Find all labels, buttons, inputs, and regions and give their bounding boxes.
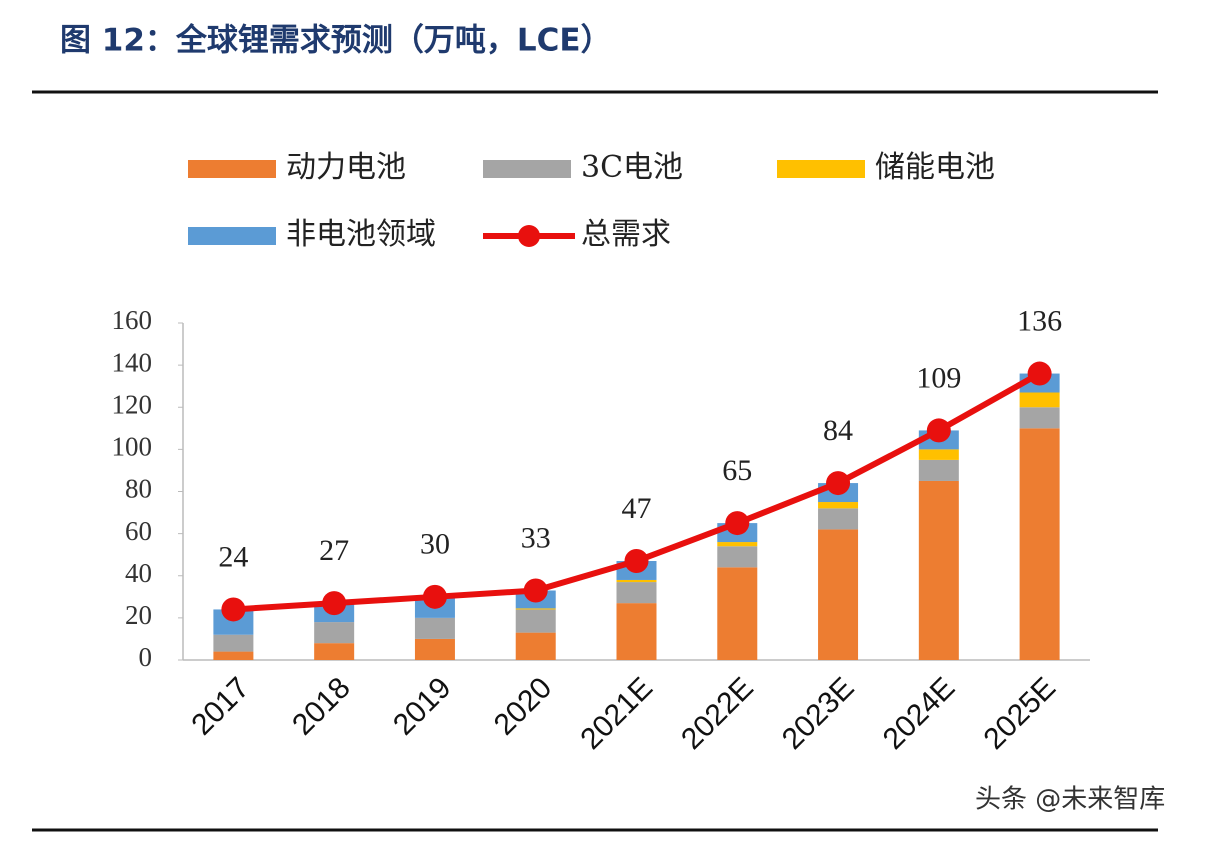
data-label: 65: [722, 454, 752, 487]
total-marker: [624, 549, 649, 574]
bar-segment: [818, 508, 859, 530]
x-tick-label: 2023E: [776, 671, 861, 756]
bar-segment: [314, 622, 355, 644]
x-tick-label: 2025E: [977, 671, 1062, 756]
bar-segment: [616, 603, 657, 660]
bar-segment: [717, 542, 758, 547]
bar-segment: [1019, 428, 1060, 660]
legend-label: 非电池领域: [286, 217, 436, 252]
data-label: 47: [622, 492, 652, 525]
data-label: 136: [1017, 304, 1062, 337]
bar-segment: [213, 634, 254, 652]
legend-marker: [518, 225, 540, 247]
data-label: 30: [420, 528, 450, 561]
bar-segment: [918, 449, 959, 460]
data-label: 84: [823, 414, 853, 447]
y-tick-label: 40: [125, 558, 152, 588]
y-tick-label: 20: [125, 600, 152, 630]
bar-segment: [616, 582, 657, 604]
bar-segment: [818, 529, 859, 660]
bar-segment: [616, 579, 657, 583]
x-tick-label: 2024E: [877, 671, 962, 756]
bar-segment: [1019, 407, 1060, 429]
legend-swatch: [188, 160, 276, 178]
bar-segment: [213, 651, 254, 660]
bar-segment: [918, 459, 959, 481]
total-marker: [221, 597, 246, 622]
bar-segment: [515, 632, 556, 660]
data-label: 109: [916, 361, 961, 394]
total-marker: [826, 471, 851, 496]
legend-label: 总需求: [581, 217, 671, 252]
bar-segment: [414, 638, 455, 660]
bar-segment: [818, 502, 859, 509]
data-label: 33: [521, 521, 551, 554]
legend-label: 3C电池: [581, 150, 683, 185]
x-tick-label: 2019: [387, 671, 458, 742]
legend-label: 动力电池: [286, 150, 406, 185]
bar-segment: [717, 567, 758, 660]
legend-swatch: [777, 160, 865, 178]
bar-segment: [1019, 392, 1060, 408]
bar-segment: [515, 608, 556, 610]
watermark: 头条 @未来智库: [975, 785, 1165, 815]
y-tick-label: 60: [125, 516, 152, 546]
x-tick-label: 2021E: [574, 671, 659, 756]
bar-segment: [314, 643, 355, 660]
y-tick-label: 140: [112, 347, 153, 377]
total-marker: [926, 418, 951, 443]
x-tick-label: 2022E: [675, 671, 760, 756]
x-tick-label: 2018: [286, 671, 357, 742]
bar-segment: [717, 546, 758, 568]
data-label: 24: [218, 540, 248, 573]
total-marker: [523, 578, 548, 603]
bar-segment: [414, 617, 455, 639]
x-tick-label: 2017: [185, 671, 256, 742]
y-tick-label: 160: [112, 305, 153, 335]
bar-segment: [918, 480, 959, 660]
bar-segment: [515, 609, 556, 633]
total-marker: [322, 591, 347, 616]
total-marker: [725, 511, 750, 536]
total-marker: [1027, 361, 1052, 386]
legend-swatch: [188, 227, 276, 245]
y-tick-label: 100: [112, 432, 153, 462]
y-tick-label: 120: [112, 389, 153, 419]
chart-title: 图 12：全球锂需求预测（万吨，LCE）: [60, 23, 612, 59]
y-tick-label: 80: [125, 474, 152, 504]
y-tick-label: 0: [139, 642, 153, 672]
x-tick-label: 2020: [488, 671, 559, 742]
total-marker: [422, 584, 447, 609]
legend-label: 储能电池: [875, 150, 995, 185]
data-label: 27: [319, 534, 349, 567]
legend-swatch: [483, 160, 571, 178]
